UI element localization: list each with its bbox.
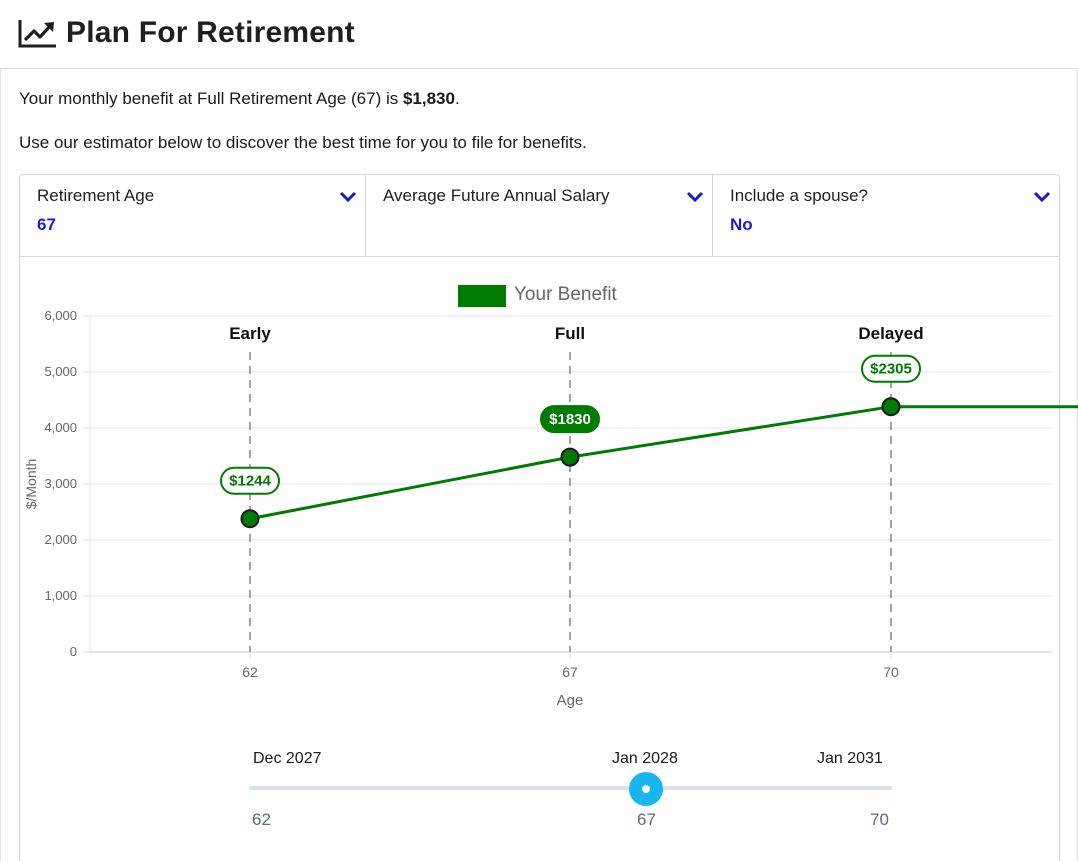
benefit-summary-end: .	[454, 89, 460, 108]
slider-handle-dot	[642, 785, 650, 793]
estimator-instructions: Use our estimator below to discover the …	[19, 133, 587, 152]
data-label: $1244	[229, 473, 271, 490]
benefit-summary-text: Your monthly benefit at Full Retirement …	[19, 89, 403, 108]
chevron-down-icon[interactable]	[1033, 191, 1051, 203]
slider-current-date: Jan 2028	[612, 750, 678, 767]
data-point-full	[560, 447, 580, 467]
age-slider-track[interactable]	[249, 786, 892, 790]
slider-start-date: Dec 2027	[253, 750, 322, 767]
retirement-age-dropdown[interactable]: Retirement Age 67	[20, 175, 366, 257]
y-tick-label: 1,000	[44, 588, 77, 603]
slider-current-age: 67	[637, 810, 656, 829]
future-salary-label: Average Future Annual Salary	[383, 186, 610, 205]
age-slider-handle[interactable]	[629, 772, 663, 806]
y-tick-label: 0	[70, 644, 77, 659]
chevron-down-icon[interactable]	[339, 191, 357, 203]
retirement-age-label: Retirement Age	[37, 186, 155, 205]
data-label: $1830	[549, 411, 591, 428]
marker-title-full: Full	[555, 324, 585, 343]
estimator-card	[19, 174, 1060, 861]
data-label-bubble	[540, 405, 600, 434]
data-point-early	[240, 509, 260, 529]
data-label: $2305	[870, 361, 912, 378]
x-axis-title: Age	[557, 692, 584, 709]
frame-border	[0, 69, 1, 861]
line-chart-icon	[18, 20, 56, 48]
legend-swatch[interactable]	[458, 285, 506, 307]
page-title: Plan For Retirement	[66, 16, 355, 49]
marker-title-early: Early	[229, 324, 271, 343]
data-point-delayed	[881, 397, 901, 417]
slider-end-date: Jan 2031	[817, 750, 883, 767]
spouse-label: Include a spouse?	[730, 186, 868, 205]
y-tick-label: 4,000	[44, 420, 77, 435]
x-tick-label: 62	[242, 664, 258, 680]
y-tick-label: 5,000	[44, 364, 77, 379]
data-label-bubble	[220, 466, 280, 495]
benefit-line	[249, 405, 1078, 521]
slider-max-age: 70	[870, 810, 889, 829]
slider-min-age: 62	[252, 810, 271, 829]
retirement-age-value: 67	[37, 215, 56, 234]
spouse-dropdown[interactable]: Include a spouse? No	[713, 175, 1059, 257]
x-tick-label: 67	[562, 664, 578, 680]
spouse-value: No	[730, 215, 753, 234]
future-salary-dropdown[interactable]: Average Future Annual Salary	[366, 175, 713, 257]
y-tick-label: 3,000	[44, 476, 77, 491]
y-tick-label: 2,000	[44, 532, 77, 547]
benefit-summary: Your monthly benefit at Full Retirement …	[19, 89, 460, 109]
y-axis-title: $/Month	[23, 459, 39, 510]
y-tick-label: 6,000	[44, 308, 77, 323]
benefit-amount: $1,830	[402, 89, 455, 108]
x-tick-label: 70	[883, 664, 899, 680]
legend-label[interactable]: Your Benefit	[514, 284, 617, 305]
marker-title-delayed: Delayed	[858, 324, 923, 343]
data-label-bubble	[861, 354, 921, 383]
chevron-down-icon[interactable]	[686, 191, 704, 203]
page-header: Plan For Retirement	[0, 0, 1078, 69]
